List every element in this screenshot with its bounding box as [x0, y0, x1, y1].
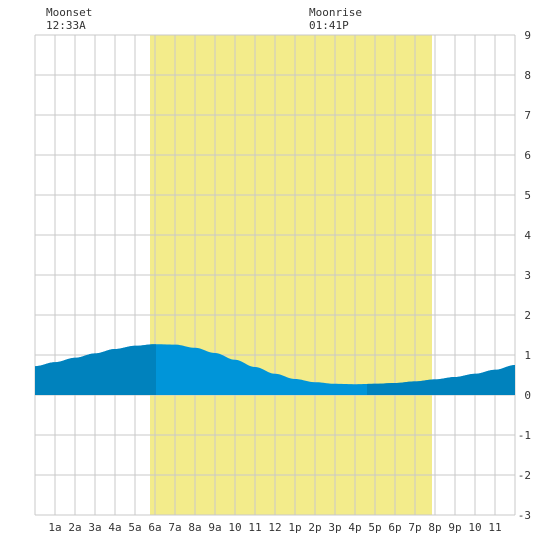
x-tick-label: 4p [348, 521, 361, 534]
x-tick-label: 1p [288, 521, 301, 534]
y-tick-label: 2 [524, 309, 531, 322]
y-tick-label: -3 [518, 509, 531, 522]
y-tick-label: 7 [524, 109, 531, 122]
x-tick-label: 9a [208, 521, 221, 534]
y-tick-label: 9 [524, 29, 531, 42]
moon-event-time: 01:41P [309, 19, 349, 32]
y-tick-label: 5 [524, 189, 531, 202]
x-tick-label: 4a [108, 521, 121, 534]
x-tick-label: 3p [328, 521, 341, 534]
tide-area-night [367, 365, 515, 395]
x-tick-label: 1a [48, 521, 61, 534]
x-tick-label: 9p [448, 521, 461, 534]
moon-event-title: Moonrise [309, 6, 362, 19]
x-tick-label: 8a [188, 521, 201, 534]
x-tick-label: 5p [368, 521, 381, 534]
x-tick-label: 7a [168, 521, 181, 534]
y-tick-label: -1 [518, 429, 531, 442]
y-tick-label: 0 [524, 389, 531, 402]
x-tick-label: 6a [148, 521, 161, 534]
x-tick-label: 7p [408, 521, 421, 534]
x-tick-label: 2p [308, 521, 321, 534]
x-tick-label: 3a [88, 521, 101, 534]
y-tick-label: 6 [524, 149, 531, 162]
moon-event-title: Moonset [46, 6, 92, 19]
x-tick-label: 11 [248, 521, 261, 534]
x-tick-label: 10 [228, 521, 241, 534]
y-tick-label: 1 [524, 349, 531, 362]
y-tick-label: -2 [518, 469, 531, 482]
x-tick-label: 10 [468, 521, 481, 534]
y-tick-label: 4 [524, 229, 531, 242]
x-tick-label: 6p [388, 521, 401, 534]
x-tick-label: 12 [268, 521, 281, 534]
y-tick-label: 8 [524, 69, 531, 82]
tide-area-night [35, 344, 156, 395]
x-tick-label: 11 [488, 521, 501, 534]
y-tick-label: 3 [524, 269, 531, 282]
x-tick-label: 8p [428, 521, 441, 534]
x-tick-label: 2a [68, 521, 81, 534]
moon-event-time: 12:33A [46, 19, 86, 32]
x-tick-label: 5a [128, 521, 141, 534]
